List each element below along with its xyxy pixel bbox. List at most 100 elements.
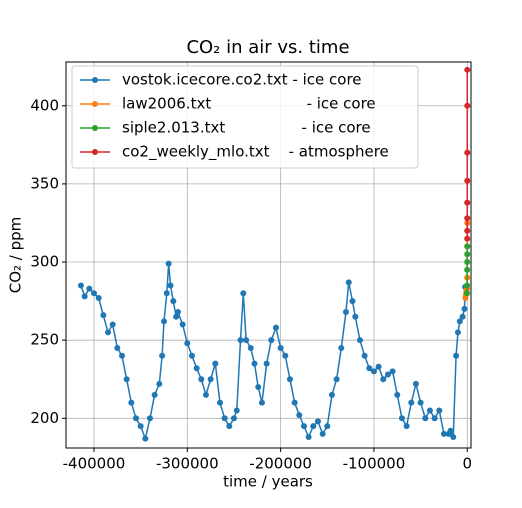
legend-marker bbox=[92, 101, 98, 107]
data-point bbox=[159, 353, 165, 359]
data-point bbox=[455, 329, 461, 335]
x-tick-label: -400000 bbox=[63, 455, 126, 473]
data-point bbox=[164, 290, 170, 296]
data-point bbox=[464, 67, 470, 73]
data-point bbox=[418, 400, 424, 406]
data-point bbox=[338, 345, 344, 351]
legend-marker bbox=[92, 77, 98, 83]
data-point bbox=[292, 400, 298, 406]
data-point bbox=[114, 345, 120, 351]
data-point bbox=[152, 392, 158, 398]
data-point bbox=[334, 376, 340, 382]
legend-label: siple2.013.txt - ice core bbox=[122, 119, 371, 137]
y-tick-label: 350 bbox=[30, 174, 59, 192]
data-point bbox=[380, 376, 386, 382]
data-point bbox=[464, 103, 470, 109]
data-point bbox=[142, 436, 148, 442]
data-point bbox=[203, 392, 209, 398]
data-point bbox=[119, 353, 125, 359]
data-point bbox=[234, 407, 240, 413]
data-point bbox=[128, 400, 134, 406]
data-point bbox=[464, 259, 470, 265]
data-point bbox=[268, 337, 274, 343]
data-point bbox=[240, 290, 246, 296]
y-tick-label: 400 bbox=[30, 96, 59, 114]
data-point bbox=[226, 423, 232, 429]
data-point bbox=[180, 322, 186, 328]
data-point bbox=[349, 298, 355, 304]
data-point bbox=[427, 407, 433, 413]
data-point bbox=[198, 376, 204, 382]
data-point bbox=[133, 415, 139, 421]
data-point bbox=[212, 361, 218, 367]
data-point bbox=[287, 376, 293, 382]
data-point bbox=[301, 423, 307, 429]
data-point bbox=[464, 243, 470, 249]
data-point bbox=[96, 295, 102, 301]
data-point bbox=[376, 364, 382, 370]
legend-marker bbox=[92, 125, 98, 131]
y-axis-label: CO₂ / ppm bbox=[7, 217, 25, 294]
data-point bbox=[399, 415, 405, 421]
legend-label: co2_weekly_mlo.txt - atmosphere bbox=[122, 143, 389, 162]
data-point bbox=[91, 290, 97, 296]
data-point bbox=[264, 361, 270, 367]
data-point bbox=[282, 353, 288, 359]
y-tick-label: 300 bbox=[30, 253, 59, 271]
data-point bbox=[243, 337, 249, 343]
data-point bbox=[238, 337, 244, 343]
data-point bbox=[464, 282, 470, 288]
data-point bbox=[394, 392, 400, 398]
data-point bbox=[222, 415, 228, 421]
data-point bbox=[464, 251, 470, 257]
data-point bbox=[252, 361, 258, 367]
data-point bbox=[343, 309, 349, 315]
y-tick-label: 200 bbox=[30, 409, 59, 427]
data-point bbox=[464, 236, 470, 242]
legend-label: vostok.icecore.co2.txt - ice core bbox=[122, 71, 362, 89]
data-point bbox=[166, 261, 172, 267]
x-tick-label: -100000 bbox=[343, 455, 406, 473]
legend: vostok.icecore.co2.txt - ice core law2006… bbox=[72, 66, 418, 168]
chart-title: CO₂ in air vs. time bbox=[186, 37, 349, 58]
data-point bbox=[464, 267, 470, 273]
data-point bbox=[231, 415, 237, 421]
data-point bbox=[357, 337, 363, 343]
data-point bbox=[208, 376, 214, 382]
data-point bbox=[329, 392, 335, 398]
data-point bbox=[413, 381, 419, 387]
data-point bbox=[453, 353, 459, 359]
data-point bbox=[105, 329, 111, 335]
data-point bbox=[138, 423, 144, 429]
data-point bbox=[175, 309, 181, 315]
data-point bbox=[464, 150, 470, 156]
data-point bbox=[390, 368, 396, 374]
data-point bbox=[324, 423, 330, 429]
data-point bbox=[259, 400, 265, 406]
data-point bbox=[447, 428, 453, 434]
data-point bbox=[168, 282, 174, 288]
data-point bbox=[255, 384, 261, 390]
data-point bbox=[82, 293, 88, 299]
data-point bbox=[78, 282, 84, 288]
data-point bbox=[346, 279, 352, 285]
legend-marker bbox=[92, 149, 98, 155]
y-tick-label: 250 bbox=[30, 331, 59, 349]
data-point bbox=[460, 314, 466, 320]
data-point bbox=[436, 407, 442, 413]
data-point bbox=[296, 412, 302, 418]
x-tick-label: 0 bbox=[462, 455, 472, 473]
data-point bbox=[371, 368, 377, 374]
data-point bbox=[273, 325, 279, 331]
data-point bbox=[464, 290, 470, 296]
data-point bbox=[124, 376, 130, 382]
x-tick-label: -200000 bbox=[249, 455, 312, 473]
data-point bbox=[464, 178, 470, 184]
data-point bbox=[184, 340, 190, 346]
legend-label: law2006.txt - ice core bbox=[122, 95, 376, 113]
data-point bbox=[278, 345, 284, 351]
data-point bbox=[110, 322, 116, 328]
data-point bbox=[352, 314, 358, 320]
data-point bbox=[189, 353, 195, 359]
